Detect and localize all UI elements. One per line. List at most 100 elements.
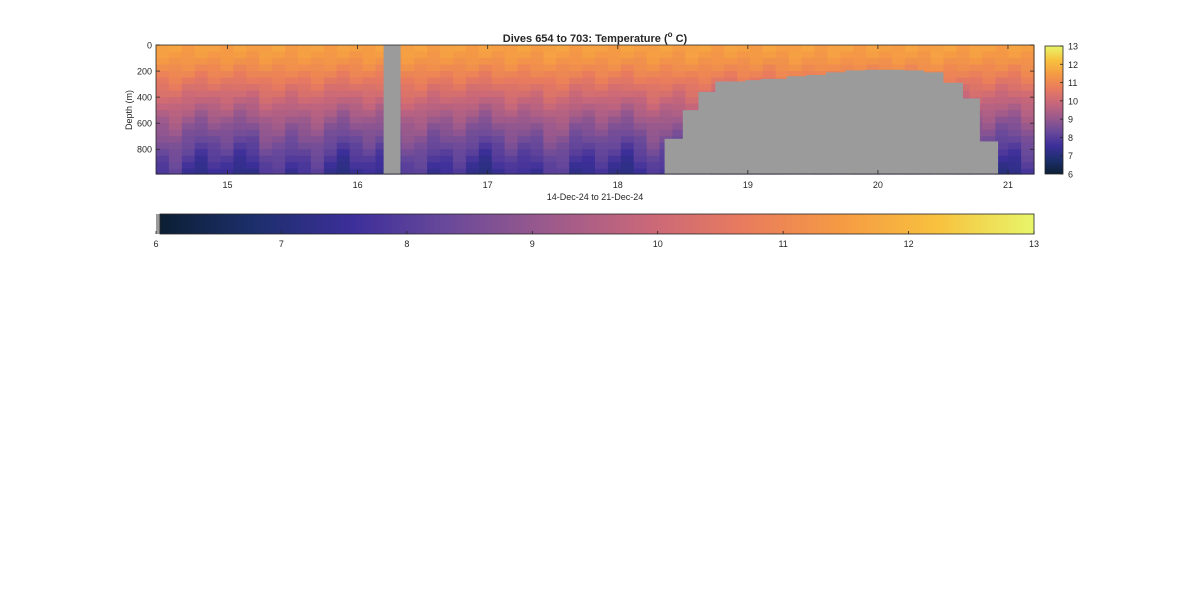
- heatmap-cell: [349, 162, 364, 170]
- heatmap-cell: [194, 162, 209, 170]
- heatmap-cell: [620, 116, 635, 124]
- heatmap-cell: [440, 162, 454, 170]
- no-data-step: [903, 70, 924, 174]
- heatmap-cell: [827, 45, 841, 53]
- heatmap-cell: [504, 64, 519, 72]
- heatmap-cell: [737, 45, 751, 53]
- hcolorbar-tick-label: 8: [404, 239, 409, 249]
- heatmap-cell: [375, 51, 390, 59]
- heatmap-cell: [272, 149, 286, 157]
- no-data-step: [664, 138, 684, 174]
- heatmap-cell: [801, 45, 816, 53]
- heatmap-cell: [349, 51, 364, 59]
- heatmap-cell: [452, 149, 467, 157]
- heatmap-cell: [298, 162, 312, 170]
- heatmap-cell: [543, 71, 557, 79]
- heatmap-cell: [1021, 90, 1035, 98]
- heatmap-cell: [530, 58, 544, 66]
- heatmap-cell: [1008, 77, 1022, 85]
- heatmap-cell: [168, 51, 183, 59]
- heatmap-cell: [349, 155, 364, 163]
- heatmap-cell: [879, 45, 893, 53]
- colorbar-tick-label: 13: [1068, 42, 1078, 52]
- heatmap-cell: [995, 71, 1009, 79]
- heatmap-cell: [737, 71, 751, 79]
- heatmap-cell: [582, 168, 596, 175]
- x-tick-label: 15: [223, 180, 233, 190]
- heatmap-cell: [995, 64, 1009, 72]
- heatmap-cell: [478, 71, 493, 79]
- heatmap-cell: [556, 168, 570, 175]
- plot-frame: [155, 44, 1035, 175]
- hcolorbar-tick-label: 7: [279, 239, 284, 249]
- heatmap-cell: [220, 90, 235, 98]
- heatmap-cell: [595, 168, 609, 175]
- heatmap-cell: [259, 71, 273, 79]
- heatmap-cell: [556, 110, 570, 118]
- heatmap-cell: [401, 97, 415, 105]
- heatmap-cell: [840, 51, 854, 59]
- heatmap-cell: [943, 64, 958, 72]
- heatmap-cell: [543, 129, 557, 137]
- heatmap-cell: [298, 71, 312, 79]
- y-axis-label: Depth (m): [124, 90, 134, 130]
- heatmap-cell: [814, 45, 829, 53]
- heatmap-cell: [569, 71, 583, 79]
- heatmap-cell: [285, 123, 299, 131]
- heatmap-cell: [285, 110, 299, 118]
- heatmap-cell: [323, 129, 338, 137]
- heatmap-cell: [607, 84, 622, 92]
- heatmap-cell: [620, 77, 635, 85]
- heatmap-cell: [427, 51, 441, 59]
- heatmap-cell: [969, 71, 983, 79]
- heatmap-cell: [323, 71, 338, 79]
- heatmap-cell: [1021, 155, 1035, 163]
- heatmap-cell: [698, 77, 712, 85]
- heatmap-cell: [427, 90, 441, 98]
- heatmap-cell: [323, 162, 338, 170]
- heatmap-cell: [285, 162, 299, 170]
- heatmap-cell: [401, 149, 415, 157]
- heatmap-cell: [1008, 123, 1022, 131]
- heatmap-cell: [207, 162, 222, 170]
- heatmap-cell: [478, 129, 493, 137]
- heatmap-cell: [181, 103, 196, 111]
- heatmap-cell: [465, 84, 480, 92]
- heatmap-cell: [775, 71, 790, 79]
- heatmap-cell: [246, 77, 260, 85]
- heatmap-cell: [298, 90, 312, 98]
- heatmap-cell: [672, 110, 686, 118]
- heatmap-cell: [633, 136, 648, 144]
- heatmap-cell: [607, 45, 622, 53]
- heatmap-cell: [698, 64, 712, 72]
- heatmap-cell: [582, 51, 596, 59]
- heatmap-cell: [362, 64, 377, 72]
- heatmap-cell: [1008, 136, 1022, 144]
- heatmap-cell: [156, 162, 170, 170]
- heatmap-cell: [982, 136, 996, 144]
- heatmap-cell: [349, 149, 364, 157]
- heatmap-cell: [465, 110, 480, 118]
- heatmap-cell: [207, 71, 222, 79]
- heatmap-cell: [724, 71, 738, 79]
- heatmap-cell: [737, 64, 751, 72]
- heatmap-cell: [259, 142, 273, 150]
- heatmap-cell: [517, 64, 532, 72]
- heatmap-cell: [414, 71, 428, 79]
- heatmap-cell: [478, 149, 493, 157]
- heatmap-cell: [646, 136, 661, 144]
- heatmap-cell: [659, 51, 674, 59]
- heatmap-cell: [246, 142, 260, 150]
- heatmap-cell: [1021, 142, 1035, 150]
- heatmap-cell: [595, 123, 609, 131]
- heatmap-cell: [207, 51, 222, 59]
- heatmap-cell: [194, 168, 209, 175]
- heatmap-cell: [465, 58, 480, 66]
- heatmap-cell: [543, 149, 557, 157]
- heatmap-cell: [607, 123, 622, 131]
- heatmap-cell: [259, 155, 273, 163]
- heatmap-cell: [491, 129, 506, 137]
- heatmap-cell: [982, 64, 996, 72]
- heatmap-cell: [465, 129, 480, 137]
- heatmap-cell: [362, 149, 377, 157]
